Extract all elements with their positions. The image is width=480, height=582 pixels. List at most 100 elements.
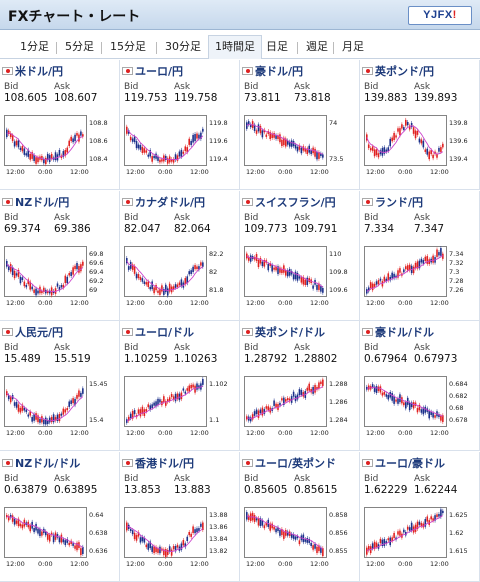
rate-panel[interactable]: ユーロ/英ポンド Bid Ask 0.85605 0.85615 0.858 0.856 0.…: [240, 451, 360, 582]
candle-body: [39, 418, 41, 423]
candle-body: [438, 147, 440, 152]
tab-timeframe[interactable]: 日足: [266, 40, 288, 53]
candle-body: [141, 406, 144, 414]
candle-body: [283, 137, 285, 146]
candlestick-chart[interactable]: 119.8 119.6 119.4 12:00 0:00 12:00: [124, 115, 236, 177]
bid-value: 1.10259: [124, 353, 168, 365]
candlestick-chart[interactable]: 1.288 1.286 1.284 12:00 0:00 12:00: [244, 376, 356, 438]
candlestick-chart[interactable]: 139.8 139.6 139.4 12:00 0:00 12:00: [364, 115, 476, 177]
candlestick-chart[interactable]: 69.8 69.6 69.4 69.2 69 12:00 0:00 12:00: [4, 245, 116, 308]
candle-body: [281, 528, 283, 535]
pair-title[interactable]: ユーロ/英ポンド: [242, 455, 356, 470]
moving-average-line: [246, 255, 324, 287]
rate-panel[interactable]: ユーロ/円 Bid Ask 119.753 119.758 119.8 119.6 119.4…: [120, 60, 240, 190]
candle-body: [296, 146, 299, 152]
candle-body: [176, 393, 179, 400]
candle-body: [296, 394, 299, 400]
rate-panel[interactable]: NZドル/ドル Bid Ask 0.63879 0.63895 0.64 0.638 0.63…: [0, 451, 120, 582]
pair-title[interactable]: 人民元/円: [2, 324, 116, 339]
pair-title[interactable]: 豪ドル/ドル: [362, 324, 476, 339]
pair-title[interactable]: 英ポンド/ドル: [242, 324, 356, 339]
candle-body: [200, 383, 202, 390]
candle-body: [263, 409, 266, 414]
candlestick-chart[interactable]: 82.2 82 81.8 12:00 0:00 12:00: [124, 245, 236, 308]
candlestick-chart[interactable]: 15.45 15.4 12:00 0:00 12:00: [4, 376, 116, 438]
pair-title[interactable]: ランド/円: [362, 194, 476, 209]
rate-panel[interactable]: 人民元/円 Bid Ask 15.489 15.519 15.45 15.4 12:00 0:0…: [0, 321, 120, 451]
rate-panel[interactable]: スイスフラン/円 Bid Ask 109.773 109.791 110 109.8 109.…: [240, 190, 360, 321]
candle-body: [428, 258, 430, 264]
pair-title[interactable]: 米ドル/円: [2, 63, 116, 78]
rate-panel[interactable]: ユーロ/豪ドル Bid Ask 1.62229 1.62244 1.625 1.62 1.61…: [360, 451, 480, 582]
yjfx-logo[interactable]: YJFX!: [408, 6, 472, 25]
pair-title[interactable]: ユーロ/円: [122, 63, 236, 78]
rate-panel[interactable]: ランド/円 Bid Ask 7.334 7.347 7.34 7.32 7.3 7.28 7.26…: [360, 190, 480, 321]
y-tick-label: 0.636: [89, 547, 108, 555]
candle-body: [172, 285, 175, 290]
pair-title[interactable]: スイスフラン/円: [242, 194, 356, 209]
x-tick-label: 12:00: [310, 299, 329, 307]
candlestick-chart[interactable]: 108.8 108.6 108.4 12:00 0:00 12:00: [4, 115, 116, 177]
rate-panel[interactable]: 米ドル/円 Bid Ask 108.605 108.607 108.8 108.6 108.4…: [0, 60, 120, 190]
rate-panel[interactable]: カナダドル/円 Bid Ask 82.047 82.064 82.2 82 81.8 12:00…: [120, 190, 240, 321]
y-tick-label: 69.4: [89, 268, 103, 276]
candle-body: [403, 529, 405, 532]
ask-value: 1.28802: [294, 353, 338, 365]
pair-title[interactable]: NZドル/円: [2, 194, 116, 209]
x-tick-label: 0:00: [38, 299, 53, 307]
candlestick-chart[interactable]: 1.102 1.1 12:00 0:00 12:00: [124, 376, 236, 438]
rate-panel[interactable]: ユーロ/ドル Bid Ask 1.10259 1.10263 1.102 1.1 12:00 0…: [120, 321, 240, 451]
tab-timeframe[interactable]: 5分足: [65, 40, 94, 53]
x-tick-label: 12:00: [246, 560, 265, 568]
candle-body: [316, 284, 318, 290]
candle-body: [129, 136, 132, 141]
candle-body: [153, 155, 155, 159]
candle-body: [72, 542, 74, 546]
candle-body: [312, 285, 314, 289]
candle-body: [166, 399, 169, 403]
tab-timeframe[interactable]: 30分足: [165, 40, 201, 53]
x-tick-label: 0:00: [158, 168, 173, 176]
rate-panel[interactable]: 豪ドル/円 Bid Ask 73.811 73.818 74 73.5 12:00 0:00 12…: [240, 60, 360, 190]
candle-body: [188, 385, 190, 392]
tab-timeframe[interactable]: 15分足: [110, 40, 146, 53]
x-tick-label: 0:00: [278, 168, 293, 176]
candle-body: [401, 397, 403, 404]
candlestick-chart[interactable]: 7.34 7.32 7.3 7.28 7.26 12:00 0:00 12:00: [364, 245, 476, 308]
moving-average-line: [6, 515, 84, 548]
rate-panel[interactable]: NZドル/円 Bid Ask 69.374 69.386 69.8 69.6 69.4 69.2…: [0, 190, 120, 321]
rate-panel[interactable]: 香港ドル/円 Bid Ask 13.853 13.883 13.88 13.86 13.84 1…: [120, 451, 240, 582]
pair-title[interactable]: 豪ドル/円: [242, 63, 356, 78]
candlestick-chart[interactable]: 110 109.8 109.6 12:00 0:00 12:00: [244, 245, 356, 308]
rate-panel[interactable]: 英ポンド/ドル Bid Ask 1.28792 1.28802 1.288 1.286 1.2…: [240, 321, 360, 451]
candle-body: [314, 148, 316, 157]
pair-title[interactable]: 香港ドル/円: [122, 455, 236, 470]
rate-panel[interactable]: 豪ドル/ドル Bid Ask 0.67964 0.67973 0.684 0.682 0.68…: [360, 321, 480, 451]
rate-panel[interactable]: 英ポンド/円 Bid Ask 139.883 139.893 139.8 139.6 139.…: [360, 60, 480, 190]
tab-timeframe[interactable]: 1分足: [20, 40, 49, 53]
pair-title[interactable]: カナダドル/円: [122, 194, 236, 209]
candle-body: [271, 523, 273, 528]
candle-body: [389, 276, 391, 280]
candlestick-chart[interactable]: 1.625 1.62 1.615 12:00 0:00 12:00: [364, 506, 476, 569]
candlestick-chart[interactable]: 0.64 0.638 0.636 12:00 0:00 12:00: [4, 506, 116, 569]
pair-title[interactable]: 英ポンド/円: [362, 63, 476, 78]
candle-body: [302, 146, 305, 151]
pair-title[interactable]: ユーロ/豪ドル: [362, 455, 476, 470]
candle-body: [406, 121, 409, 126]
tab-timeframe[interactable]: 月足: [342, 40, 364, 53]
candlestick-chart[interactable]: 0.858 0.856 0.855 12:00 0:00 12:00: [244, 506, 356, 569]
candlestick-chart[interactable]: 0.684 0.682 0.68 0.678 12:00 0:00 12:00: [364, 376, 476, 438]
candle-body: [412, 266, 415, 273]
candle-body: [383, 276, 386, 281]
x-tick-label: 0:00: [158, 560, 173, 568]
pair-title[interactable]: ユーロ/ドル: [122, 324, 236, 339]
tab-timeframe[interactable]: 1時間足: [208, 35, 262, 59]
x-tick-label: 0:00: [398, 429, 413, 437]
flag-icon: [362, 67, 373, 75]
candle-body: [432, 517, 434, 521]
candlestick-chart[interactable]: 74 73.5 12:00 0:00 12:00: [244, 115, 356, 177]
candlestick-chart[interactable]: 13.88 13.86 13.84 13.82 12:00 0:00 12:00: [124, 506, 236, 569]
pair-title[interactable]: NZドル/ドル: [2, 455, 116, 470]
tab-timeframe[interactable]: 週足: [306, 40, 328, 53]
